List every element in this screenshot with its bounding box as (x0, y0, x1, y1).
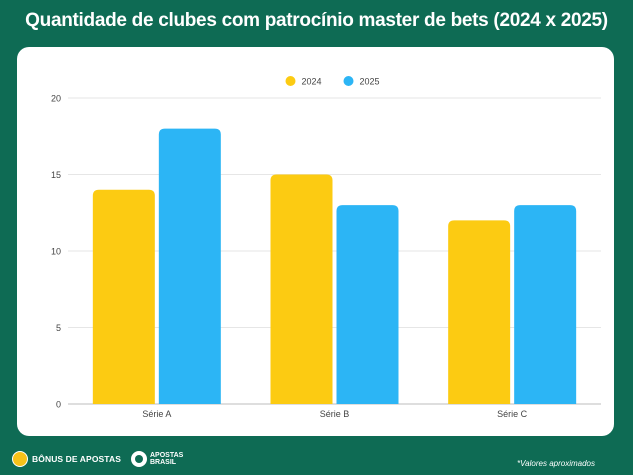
x-tick-label: Série C (497, 409, 528, 419)
brand-apostas-brasil: APOSTAS BRASIL (150, 452, 183, 466)
chart-card: 0 5 10 15 20 Série A Série B Série C 2024 2025 (17, 47, 614, 436)
bar (270, 174, 333, 404)
chart-title: Quantidade de clubes com patrocínio mast… (25, 10, 608, 31)
legend-swatch (343, 76, 354, 86)
bar (92, 189, 155, 404)
y-tick-label: 15 (51, 170, 61, 180)
legend-swatch (285, 76, 296, 86)
legend-label: 2025 (360, 77, 380, 87)
bar (514, 205, 577, 404)
brand-brasil-line: BRASIL (149, 459, 177, 466)
y-tick-label: 10 (51, 247, 61, 257)
bar (448, 220, 511, 404)
footer-logos: BÔNUS DE APOSTAS APOSTAS BRASIL (12, 449, 183, 469)
footer-note: *Valores aproximados (517, 459, 595, 468)
y-tick-label: 20 (51, 94, 61, 104)
apostas-brasil-logo-icon (130, 451, 147, 467)
x-tick-label: Série B (320, 409, 350, 419)
x-tick-label: Série A (142, 409, 171, 419)
bar (158, 128, 221, 404)
bar (336, 205, 399, 404)
brand-apostas-line: APOSTAS (149, 452, 184, 459)
y-tick-label: 0 (56, 400, 61, 410)
y-tick-label: 5 (56, 323, 61, 333)
brand-bonus-de-apostas: BÔNUS DE APOSTAS (32, 454, 121, 464)
legend-label: 2024 (302, 77, 322, 87)
bonus-logo-icon (12, 451, 28, 467)
bar-chart: 0 5 10 15 20 Série A Série B Série C 2024 2025 (51, 76, 601, 419)
